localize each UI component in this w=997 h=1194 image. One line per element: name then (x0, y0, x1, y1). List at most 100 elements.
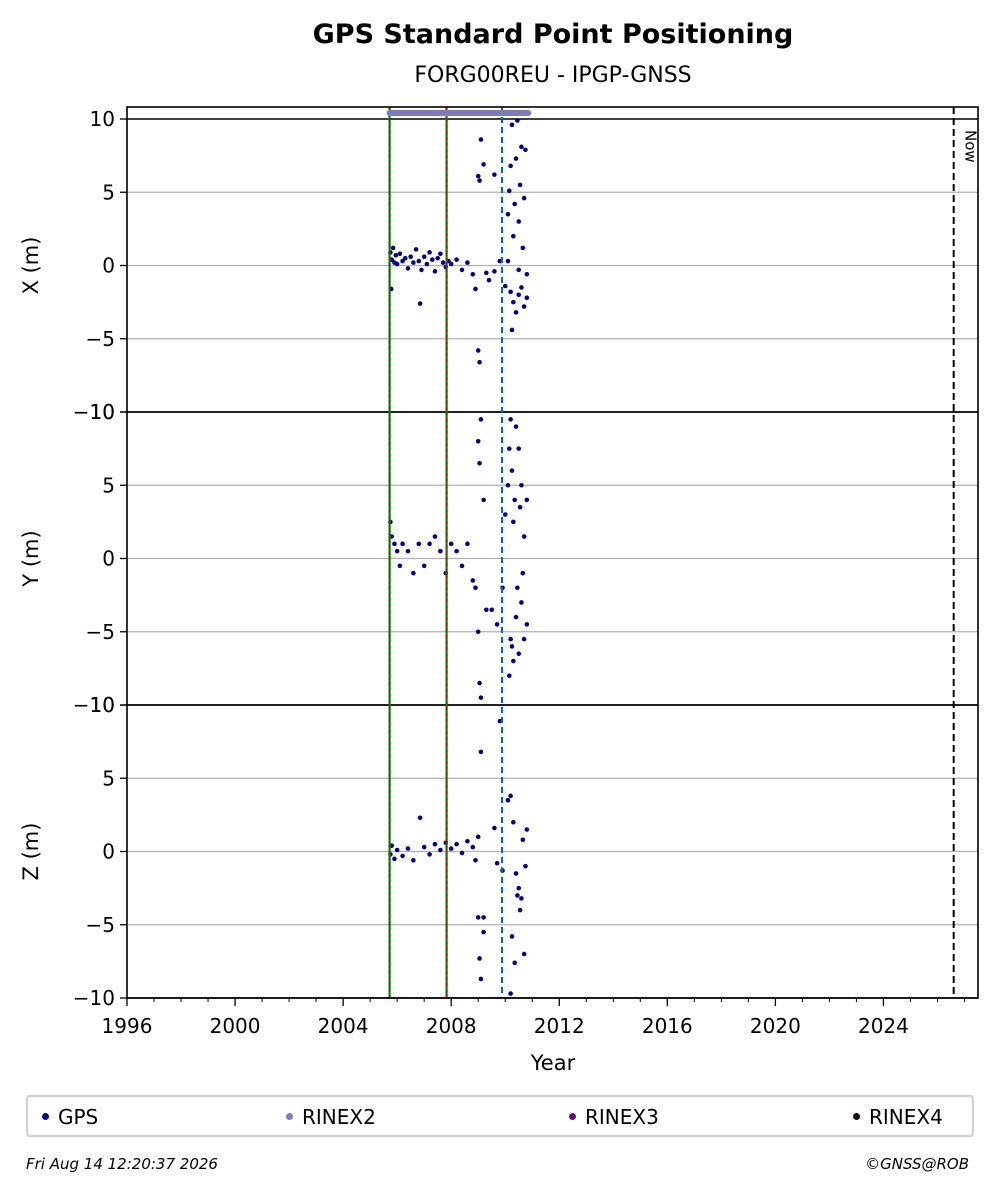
gps-point (511, 233, 516, 239)
gps-point (508, 417, 513, 422)
x-tick-label: 2004 (318, 1014, 369, 1038)
y-tick-label: −5 (86, 913, 115, 937)
gps-point (473, 585, 478, 591)
gps-point (494, 622, 500, 627)
legend-marker-gps (42, 1113, 49, 1120)
gps-point (492, 269, 497, 274)
gps-point (506, 446, 512, 451)
gps-point (405, 846, 411, 851)
gps-point (438, 251, 443, 257)
gps-point (400, 853, 405, 859)
y-tick-label: 0 (102, 840, 115, 864)
gps-point (520, 837, 526, 843)
gps-point (508, 793, 513, 799)
gps-point (517, 504, 523, 510)
y-tick-label: −10 (73, 986, 115, 1010)
footer-timestamp: Fri Aug 14 12:20:37 2026 (26, 1155, 218, 1173)
gps-point (421, 254, 427, 260)
gps-point (509, 327, 515, 333)
gps-point (454, 548, 459, 554)
gps-point (511, 658, 516, 664)
gps-point (459, 267, 465, 273)
y-tick-label: −10 (73, 400, 115, 424)
gps-point (475, 439, 481, 444)
gps-point (494, 860, 500, 866)
gps-point (432, 841, 438, 847)
gps-point (470, 578, 476, 583)
gps-point (524, 295, 530, 301)
gps-point (427, 250, 432, 255)
gps-point (513, 310, 519, 315)
y-tick-label: 5 (102, 180, 115, 204)
gps-point (393, 252, 399, 258)
gps-point (432, 534, 438, 539)
y-tick-label: 10 (90, 107, 115, 131)
gps-point (519, 600, 524, 605)
gps-point (508, 289, 513, 295)
gps-point (508, 991, 513, 996)
gps-point (419, 267, 424, 273)
gps-point (438, 847, 443, 853)
gps-point (417, 815, 423, 821)
gps-point (521, 304, 527, 309)
gps-point (515, 118, 520, 123)
gps-point (440, 260, 446, 265)
gps-point (506, 673, 512, 678)
gps-point (508, 163, 513, 169)
gps-point (477, 359, 482, 365)
gps-point (505, 258, 511, 264)
gps-point (390, 245, 396, 251)
x-tick-label: 2012 (534, 1014, 585, 1038)
legend: GPS RINEX2 RINEX3 RINEX4 (26, 1095, 974, 1137)
gps-point (521, 636, 527, 642)
gps-point (470, 271, 476, 277)
x-axis-label: Year (530, 1051, 576, 1075)
gps-point (459, 850, 465, 856)
gps-point (516, 292, 522, 298)
gps-point (505, 482, 511, 488)
gps-point (481, 497, 486, 503)
gps-point (402, 255, 408, 261)
gps-point (448, 261, 454, 267)
gps-point (502, 283, 508, 289)
gps-point (519, 482, 524, 488)
gps-point (512, 201, 517, 207)
panel-0: −10 −5 0 5 10 X (m) (19, 107, 978, 424)
gps-point (509, 468, 515, 473)
gps-point (478, 749, 484, 755)
gps-point (394, 847, 400, 853)
gps-point (394, 261, 400, 267)
legend-item-rinex4: RINEX4 (853, 1106, 943, 1128)
gps-point (473, 857, 478, 863)
legend-item-rinex2: RINEX2 (286, 1106, 376, 1128)
gps-point (519, 144, 524, 150)
gps-point (421, 844, 427, 850)
y-tick-label: 10 (90, 693, 115, 717)
gps-point (477, 178, 482, 183)
x-tick-label: 2000 (210, 1014, 261, 1038)
gps-point (405, 266, 411, 271)
gps-point (408, 254, 413, 260)
gps-point (432, 269, 438, 274)
x-tick-label: 2020 (750, 1014, 801, 1038)
y-tick-label: −5 (86, 327, 115, 351)
x-tick-label: 1996 (102, 1014, 153, 1038)
gps-point (484, 607, 489, 613)
gps-point (513, 871, 519, 876)
y-tick-label: 0 (102, 254, 115, 278)
gps-point (475, 834, 481, 840)
now-label: Now (962, 130, 980, 163)
gps-point (511, 299, 516, 305)
y-axis-label: X (m) (19, 237, 43, 295)
gps-point (509, 934, 515, 939)
gps-point (477, 680, 482, 686)
gps-point (392, 856, 397, 862)
gps-point (475, 629, 481, 635)
gps-point (465, 541, 470, 547)
gps-point (521, 951, 527, 957)
gps-point (509, 644, 515, 649)
gps-point (454, 257, 459, 262)
gps-point (511, 819, 516, 825)
gps-point (435, 255, 440, 261)
gps-point (505, 797, 511, 803)
